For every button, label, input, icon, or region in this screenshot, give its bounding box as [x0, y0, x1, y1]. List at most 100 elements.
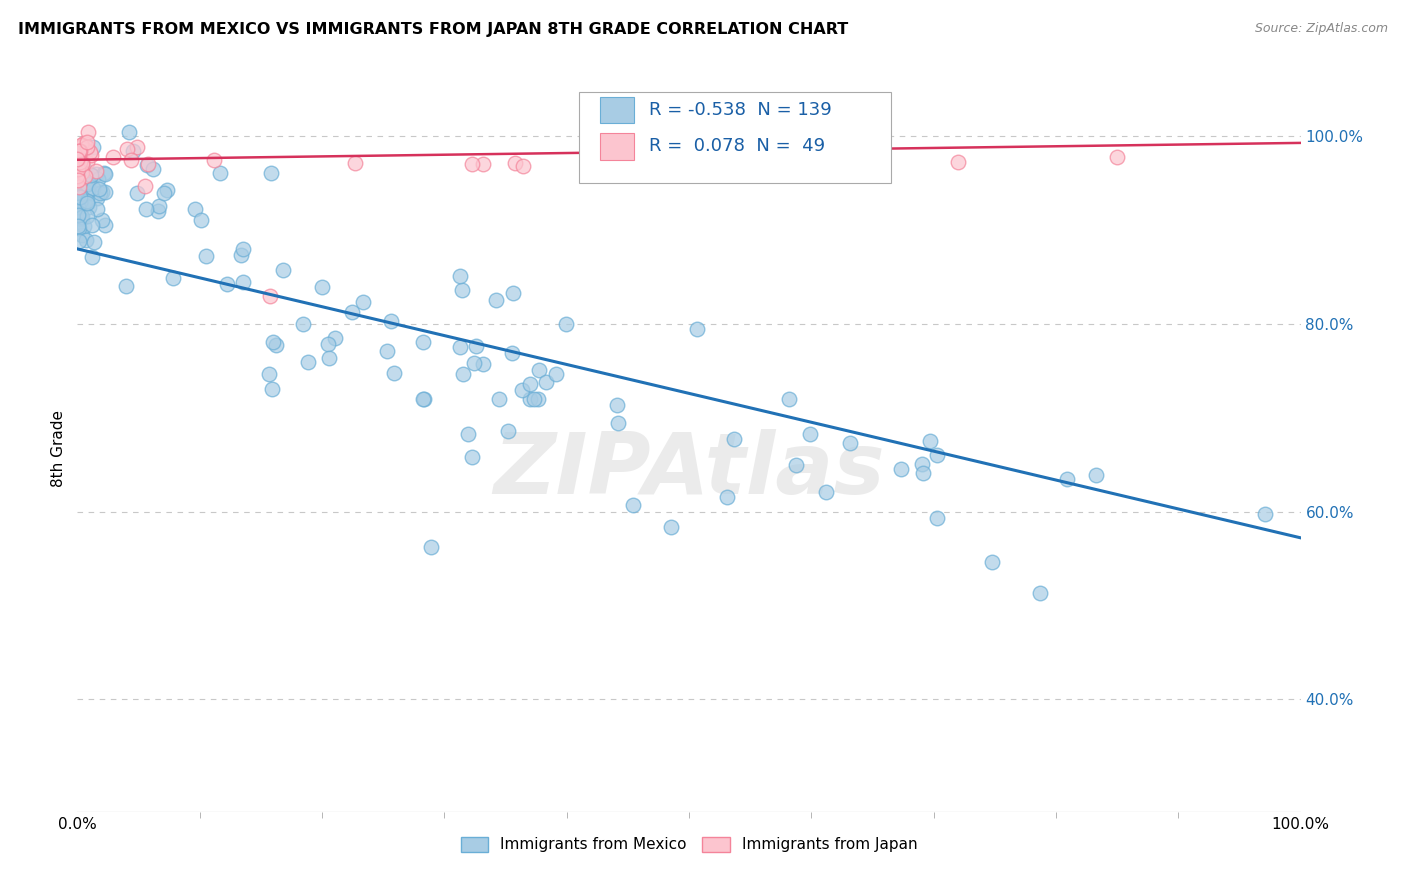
Point	[519, 377, 541, 392]
Point	[73, 142, 96, 156]
Point	[66, 144, 89, 158]
Point	[134, 179, 156, 194]
Point	[76, 210, 98, 224]
Point	[66, 191, 89, 205]
Point	[1107, 150, 1129, 164]
Point	[463, 355, 485, 369]
Point	[911, 457, 934, 471]
Point	[101, 151, 124, 165]
Point	[523, 392, 546, 406]
Point	[785, 458, 807, 472]
Point	[66, 175, 89, 189]
Point	[72, 165, 94, 179]
Point	[77, 175, 100, 189]
Point	[1253, 507, 1275, 521]
Point	[471, 157, 494, 171]
Point	[76, 194, 98, 209]
Point	[70, 211, 93, 225]
Text: R = -0.538  N = 139: R = -0.538 N = 139	[648, 101, 831, 119]
Point	[382, 366, 405, 380]
Point	[340, 305, 363, 319]
Point	[890, 462, 912, 476]
Point	[488, 392, 510, 406]
Point	[75, 169, 97, 183]
Point	[925, 511, 948, 525]
Point	[311, 279, 333, 293]
Text: ZIPAtlas: ZIPAtlas	[494, 428, 884, 511]
Point	[184, 202, 207, 216]
Point	[260, 166, 283, 180]
Point	[485, 293, 508, 308]
Point	[232, 275, 254, 289]
Point	[142, 162, 165, 177]
Point	[67, 162, 90, 177]
Point	[76, 185, 98, 199]
Point	[135, 158, 157, 172]
Point	[946, 154, 969, 169]
Point	[76, 177, 98, 191]
Point	[67, 180, 90, 194]
Point	[70, 212, 93, 227]
Point	[412, 392, 434, 406]
Point	[420, 540, 443, 554]
Point	[69, 144, 91, 158]
Point	[815, 484, 838, 499]
Point	[67, 169, 90, 183]
Point	[76, 196, 98, 211]
Point	[912, 466, 935, 480]
Point	[125, 186, 148, 200]
Point	[66, 169, 89, 183]
Point	[464, 339, 486, 353]
Point	[527, 392, 550, 406]
Point	[80, 168, 103, 182]
Point	[120, 153, 142, 167]
Point	[723, 432, 745, 446]
Point	[84, 164, 107, 178]
Point	[67, 145, 90, 159]
Point	[82, 181, 104, 195]
Point	[67, 172, 90, 186]
Point	[534, 375, 557, 389]
Point	[323, 331, 346, 345]
Point	[75, 233, 97, 247]
Point	[451, 283, 474, 297]
Point	[67, 173, 90, 187]
Point	[91, 185, 114, 199]
Point	[215, 277, 238, 291]
Legend: Immigrants from Mexico, Immigrants from Japan: Immigrants from Mexico, Immigrants from …	[454, 830, 924, 859]
Point	[121, 144, 143, 158]
Point	[66, 193, 89, 207]
Point	[72, 155, 94, 169]
Point	[66, 189, 89, 203]
Point	[262, 335, 284, 350]
Point	[195, 249, 218, 263]
Point	[94, 218, 117, 232]
Point	[77, 200, 100, 214]
Point	[208, 166, 231, 180]
Point	[449, 269, 471, 284]
Point	[271, 262, 294, 277]
Point	[412, 335, 434, 350]
Point	[67, 219, 90, 233]
Point	[76, 135, 98, 149]
Point	[510, 383, 533, 397]
Point	[80, 169, 103, 183]
Point	[69, 194, 91, 209]
Point	[94, 167, 117, 181]
Point	[501, 346, 523, 360]
Point	[69, 155, 91, 169]
Point	[799, 427, 821, 442]
Point	[69, 190, 91, 204]
Point	[66, 192, 89, 206]
Point	[607, 416, 630, 430]
Point	[457, 427, 479, 442]
Point	[352, 294, 374, 309]
Point	[586, 154, 609, 169]
Point	[1029, 585, 1052, 599]
Point	[1085, 467, 1108, 482]
Point	[146, 204, 169, 219]
Point	[82, 140, 104, 154]
Point	[264, 338, 287, 352]
Point	[87, 182, 110, 196]
Point	[86, 202, 108, 216]
